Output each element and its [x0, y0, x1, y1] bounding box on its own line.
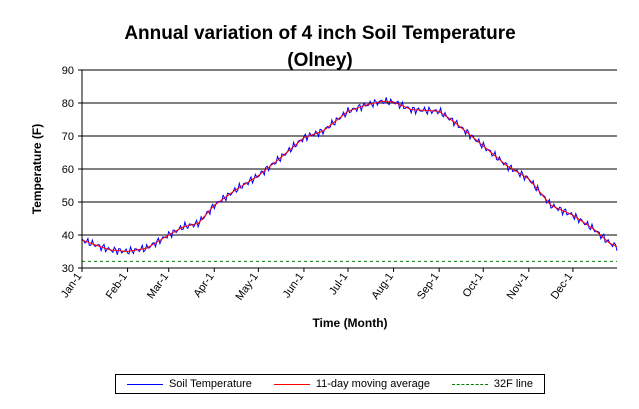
- x-tick-label: Mar-1: [145, 271, 171, 301]
- x-axis-title: Time (Month): [312, 316, 387, 330]
- legend-label-soil-temperature: Soil Temperature: [168, 378, 252, 390]
- chart-legend: Soil Temperature 11-day moving average 3…: [115, 374, 545, 394]
- legend-swatch-moving-average: [273, 383, 310, 385]
- chart-title: Annual variation of 4 inch Soil Temperat…: [124, 23, 515, 44]
- x-axis-ticks: Jan-1 Feb-1 Mar-1 Apr-1 May-1 Jun-1 Jul-1 Aug-1…: [59, 268, 576, 303]
- legend-label-moving-average: 11-day moving average: [315, 378, 430, 390]
- y-tick-label: 70: [62, 131, 74, 143]
- x-tick-label: Aug-1: [369, 271, 396, 302]
- y-axis-ticks: 30 40 50 60 70 80 90: [62, 65, 82, 275]
- y-axis-title: Temperature (F): [30, 124, 44, 214]
- legend-item-soil-temperature: Soil Temperature: [126, 378, 252, 390]
- y-tick-label: 80: [62, 98, 74, 110]
- x-tick-label: Jun-1: [281, 271, 307, 300]
- series-soil-temperature: [81, 97, 618, 255]
- y-tick-label: 30: [62, 263, 74, 275]
- legend-item-moving-average: 11-day moving average: [273, 378, 430, 390]
- x-tick-label: Oct-1: [460, 271, 485, 300]
- series-layer: [81, 97, 618, 262]
- x-tick-label: May-1: [233, 271, 260, 303]
- series-moving-average: [81, 100, 618, 253]
- legend-swatch-soil-temperature: [126, 383, 163, 385]
- legend-item-32f-line: 32F line: [451, 378, 534, 390]
- y-tick-label: 90: [62, 65, 74, 77]
- y-tick-label: 40: [62, 230, 74, 242]
- x-tick-label: Sep-1: [415, 271, 442, 302]
- y-tick-label: 50: [62, 197, 74, 209]
- x-tick-label: Feb-1: [104, 271, 130, 301]
- legend-swatch-32f-line: [451, 383, 488, 385]
- legend-label-32f-line: 32F line: [493, 378, 534, 390]
- x-tick-label: Apr-1: [191, 271, 216, 300]
- x-tick-label: Dec-1: [549, 271, 576, 302]
- chart-subtitle: (Olney): [287, 50, 352, 71]
- x-tick-label: Jul-1: [327, 271, 351, 297]
- y-tick-label: 60: [62, 164, 74, 176]
- x-tick-label: Nov-1: [505, 271, 532, 302]
- x-tick-label: Jan-1: [59, 271, 85, 300]
